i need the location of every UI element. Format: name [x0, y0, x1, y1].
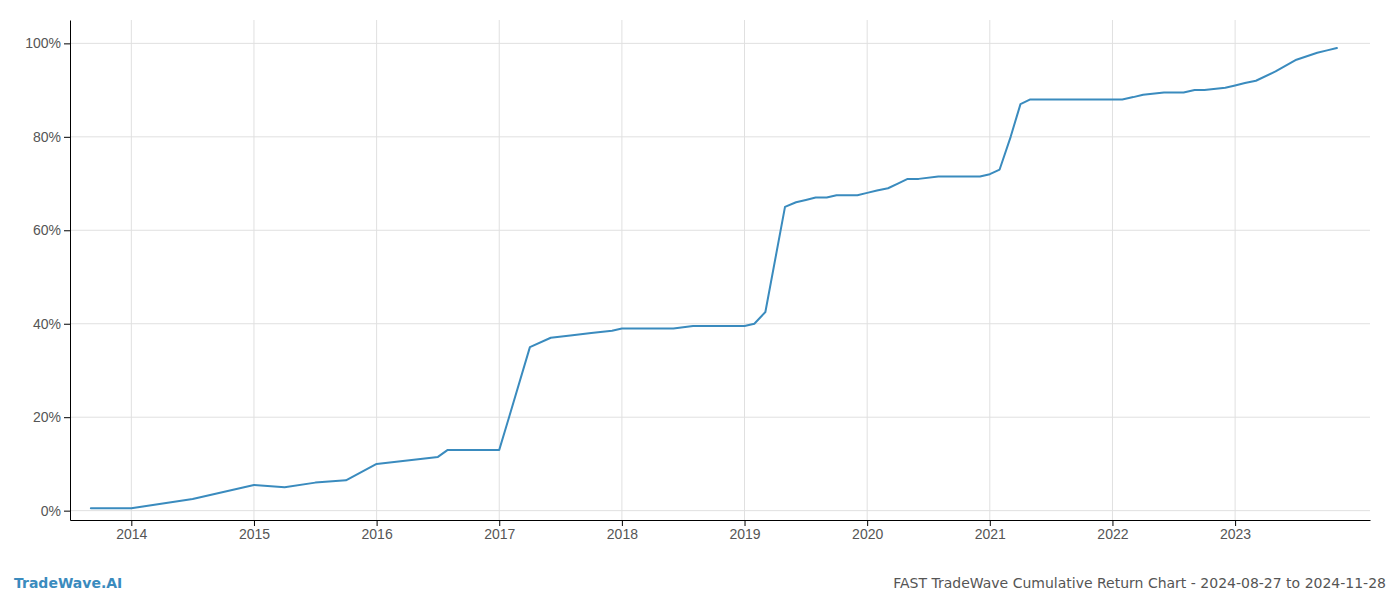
x-tick-label: 2023: [1220, 526, 1251, 542]
marks: [91, 48, 1337, 508]
y-axis-line: [70, 21, 71, 521]
grid-line-y: [70, 323, 1370, 324]
x-tick-label: 2022: [1097, 526, 1128, 542]
grid-line-x: [1112, 20, 1113, 520]
y-tick: 80%: [33, 129, 70, 145]
y-tick-label: 0%: [41, 503, 61, 519]
y-tick-label: 40%: [33, 316, 61, 332]
x-tick: 2014: [116, 520, 147, 542]
x-tick-label: 2016: [362, 526, 393, 542]
x-tick: 2017: [484, 520, 515, 542]
y-axis: 0% 20% 40% 60% 80% 100%: [25, 21, 70, 521]
y-tick-mark: [64, 324, 70, 325]
y-tick-mark: [64, 511, 70, 512]
y-tick-label: 20%: [33, 409, 61, 425]
plot: 2014 2015 2016 2017 2018 2019 2020 2021 2022 2023…: [25, 20, 1370, 542]
y-tick: 60%: [33, 222, 70, 238]
x-tick-label: 2015: [239, 526, 270, 542]
grid-line-x: [989, 20, 990, 520]
grid: [70, 20, 1370, 520]
grid-line-y: [70, 136, 1370, 137]
y-tick: 0%: [41, 503, 70, 519]
y-tick-mark: [64, 417, 70, 418]
y-tick-mark: [64, 43, 70, 44]
grid-line-y: [70, 417, 1370, 418]
grid-line-x: [131, 20, 132, 520]
grid-line-x: [253, 20, 254, 520]
x-tick-label: 2014: [116, 526, 147, 542]
x-axis: 2014 2015 2016 2017 2018 2019 2020 2021 2022 2023: [71, 520, 1371, 542]
y-tick: 100%: [25, 35, 70, 51]
x-tick: 2020: [852, 520, 883, 542]
grid-line-x: [744, 20, 745, 520]
x-tick-label: 2018: [607, 526, 638, 542]
watermark: TradeWave.AI: [14, 575, 122, 591]
grid-line-x: [1235, 20, 1236, 520]
y-tick-label: 100%: [25, 35, 61, 51]
grid-line-y: [70, 230, 1370, 231]
y-tick-label: 80%: [33, 129, 61, 145]
grid-line-x: [867, 20, 868, 520]
y-tick: 20%: [33, 409, 70, 425]
x-tick: 2016: [362, 520, 393, 542]
x-tick: 2015: [239, 520, 270, 542]
x-tick-label: 2021: [975, 526, 1006, 542]
grid-line-y: [70, 43, 1370, 44]
x-tick-label: 2019: [729, 526, 760, 542]
x-tick: 2022: [1097, 520, 1128, 542]
grid-line-x: [376, 20, 377, 520]
y-tick: 40%: [33, 316, 70, 332]
grid-line-x: [621, 20, 622, 520]
y-tick-mark: [64, 137, 70, 138]
grid-line-y: [70, 510, 1370, 511]
x-tick: 2023: [1220, 520, 1251, 542]
line: [91, 48, 1337, 508]
x-tick: 2019: [729, 520, 760, 542]
x-tick-label: 2017: [484, 526, 515, 542]
x-tick: 2021: [975, 520, 1006, 542]
x-axis-line: [71, 520, 1371, 521]
x-tick-label: 2020: [852, 526, 883, 542]
x-tick: 2018: [607, 520, 638, 542]
y-tick-label: 60%: [33, 222, 61, 238]
chart: 2014 2015 2016 2017 2018 2019 2020 2021 2022 2023…: [0, 0, 1400, 600]
grid-line-x: [499, 20, 500, 520]
title: FAST TradeWave Cumulative Return Chart -…: [893, 575, 1386, 591]
y-tick-mark: [64, 230, 70, 231]
